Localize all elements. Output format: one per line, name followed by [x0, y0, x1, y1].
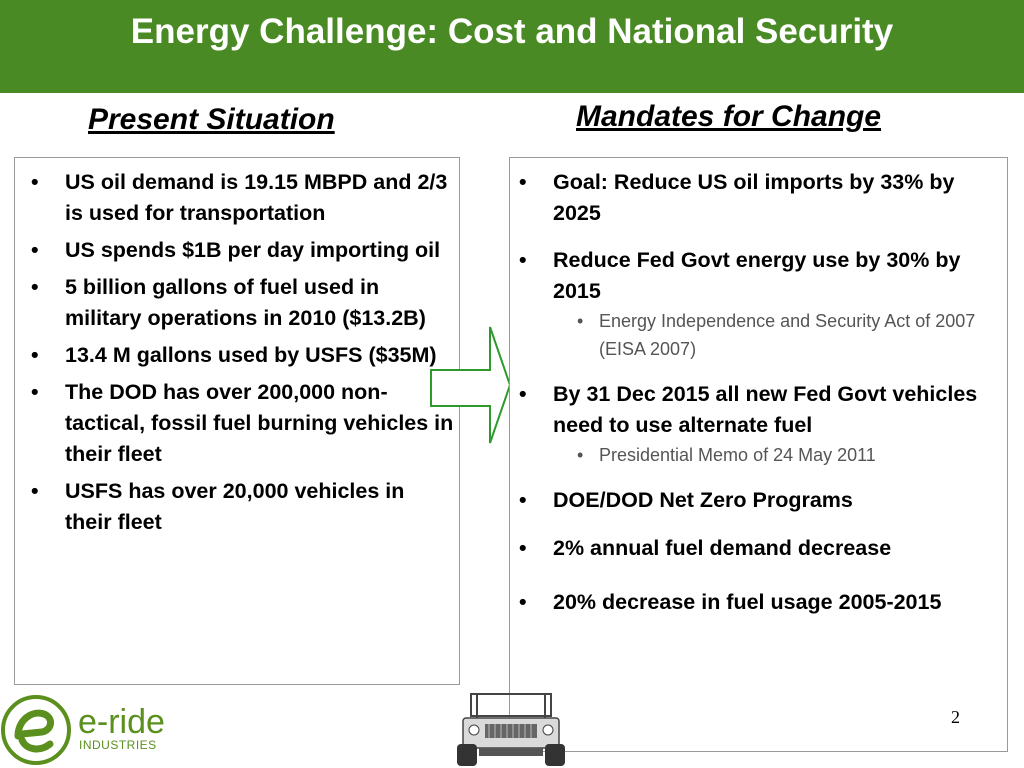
list-item: Goal: Reduce US oil imports by 33% by 20…: [505, 167, 1005, 229]
list-item-text: Reduce Fed Govt energy use by 30% by 201…: [553, 248, 961, 303]
list-item: US oil demand is 19.15 MBPD and 2/3 is u…: [17, 167, 455, 229]
sub-list: Energy Independence and Security Act of …: [505, 307, 1005, 363]
right-column-heading: Mandates for Change: [576, 100, 882, 133]
list-item: Reduce Fed Govt energy use by 30% by 201…: [505, 245, 1005, 363]
present-situation-list: US oil demand is 19.15 MBPD and 2/3 is u…: [17, 167, 455, 538]
list-item-text: Goal: Reduce US oil imports by 33% by 20…: [553, 170, 955, 225]
mandates-list: Goal: Reduce US oil imports by 33% by 20…: [505, 167, 1005, 618]
list-item-text: By 31 Dec 2015 all new Fed Govt vehicles…: [553, 382, 978, 437]
slide-title: Energy Challenge: Cost and National Secu…: [130, 12, 894, 51]
sub-list-item: Presidential Memo of 24 May 2011: [505, 441, 1005, 469]
right-arrow-icon: [430, 326, 512, 444]
list-item: 20% decrease in fuel usage 2005-2015: [505, 587, 1005, 618]
list-item: The DOD has over 200,000 non-tactical, f…: [17, 377, 455, 470]
list-item: 2% annual fuel demand decrease: [505, 533, 1005, 564]
list-item: DOE/DOD Net Zero Programs: [505, 485, 1005, 516]
list-item-text: 20% decrease in fuel usage 2005-2015: [553, 590, 942, 614]
list-item: 13.4 M gallons used by USFS ($35M): [17, 340, 455, 371]
logo-subtitle: INDUSTRIES: [79, 738, 157, 752]
page-number: 2: [951, 707, 960, 727]
list-item: USFS has over 20,000 vehicles in their f…: [17, 476, 455, 538]
list-item: 5 billion gallons of fuel used in milita…: [17, 272, 455, 334]
list-item: US spends $1B per day importing oil: [17, 235, 455, 266]
present-situation-box: US oil demand is 19.15 MBPD and 2/3 is u…: [14, 157, 460, 685]
logo-name: e-ride: [78, 703, 165, 741]
list-item: By 31 Dec 2015 all new Fed Govt vehicles…: [505, 379, 1005, 469]
title-bar: [0, 0, 1024, 93]
sub-list-item: Energy Independence and Security Act of …: [505, 307, 1005, 363]
eride-logo-icon: [1, 695, 71, 765]
list-item-text: DOE/DOD Net Zero Programs: [553, 488, 853, 512]
list-item-text: 2% annual fuel demand decrease: [553, 536, 892, 560]
sub-list: Presidential Memo of 24 May 2011: [505, 441, 1005, 469]
left-column-heading: Present Situation: [88, 103, 335, 136]
utility-vehicle-image: [457, 693, 565, 766]
mandates-box: Goal: Reduce US oil imports by 33% by 20…: [509, 157, 1008, 752]
